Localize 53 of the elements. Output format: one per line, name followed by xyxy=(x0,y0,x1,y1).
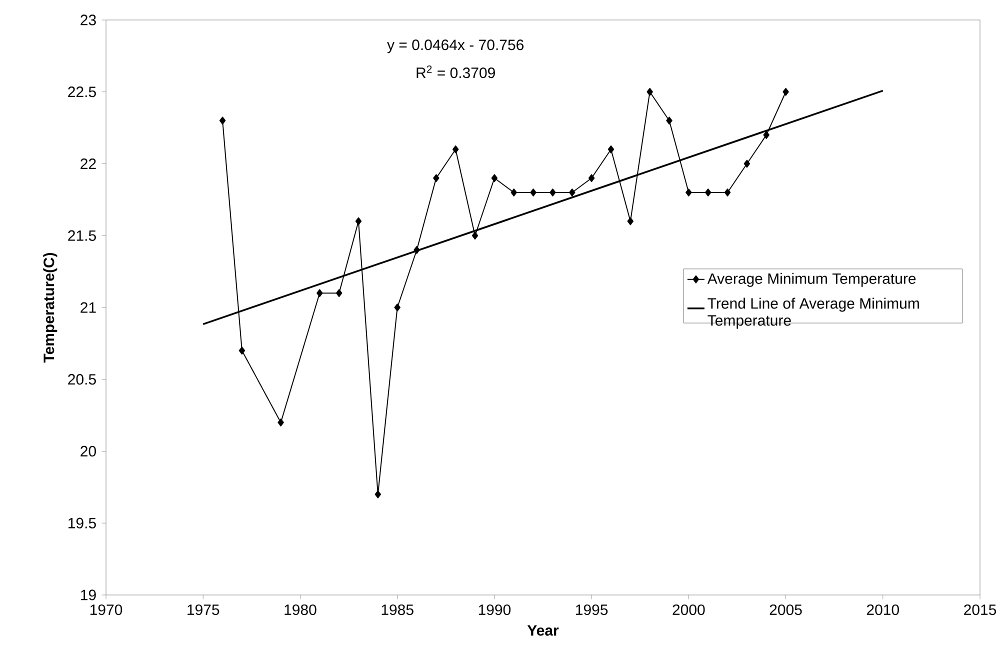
point xyxy=(472,232,478,240)
point xyxy=(452,145,459,154)
point xyxy=(219,116,226,125)
point xyxy=(686,188,692,196)
point xyxy=(491,174,498,182)
point xyxy=(550,188,556,196)
y-tick-label: 21 xyxy=(80,302,96,313)
x-axis-title: Year xyxy=(527,625,559,636)
point xyxy=(724,188,731,196)
y-axis-title: Temperature(C) xyxy=(43,252,58,363)
y-tick-label: 21.5 xyxy=(68,230,96,241)
x-tick-label: 1980 xyxy=(284,604,316,616)
y-tick-label: 19.5 xyxy=(68,518,96,528)
y-tick-label: 20 xyxy=(80,446,96,457)
point xyxy=(704,188,712,196)
point xyxy=(666,116,672,125)
y-tick-label: 20.5 xyxy=(68,374,96,385)
x-tick-label: 1995 xyxy=(576,604,608,616)
x-tick-label: 1985 xyxy=(382,604,414,616)
y-tick-label: 19 xyxy=(81,590,96,600)
point xyxy=(394,303,400,312)
legend-label: Trend Line of Average Minimum Temperature xyxy=(708,298,919,329)
legend-label: Average Minimum Temperature xyxy=(707,272,916,287)
x-tick-label: 1970 xyxy=(90,604,122,616)
point xyxy=(238,346,246,355)
point xyxy=(278,418,284,426)
x-tick-label: 2005 xyxy=(770,604,802,616)
point xyxy=(608,145,614,154)
point xyxy=(530,188,536,196)
point xyxy=(763,131,770,139)
point xyxy=(569,188,576,196)
annotation: y = 0.0464x - 70.756 xyxy=(387,40,524,54)
y-tick-label: 23 xyxy=(80,14,96,26)
point xyxy=(414,246,420,254)
point xyxy=(782,88,789,96)
point xyxy=(646,88,653,96)
x-tick-label: 2015 xyxy=(964,604,996,616)
point xyxy=(510,188,517,196)
point xyxy=(355,217,362,226)
y-tick-label: 22 xyxy=(80,158,96,169)
x-tick-label: 1975 xyxy=(188,604,220,616)
point xyxy=(588,174,595,182)
x-tick-label: 1990 xyxy=(478,604,511,616)
point xyxy=(744,160,750,168)
point xyxy=(316,289,323,298)
y-tick-label: 22.5 xyxy=(68,86,96,98)
point xyxy=(627,217,634,226)
point xyxy=(374,490,382,498)
x-tick-label: 2000 xyxy=(672,604,705,616)
point xyxy=(336,289,342,298)
annotation: R$^{2}$ = 0.3709 xyxy=(416,65,495,78)
point xyxy=(433,174,440,182)
x-tick-label: 2010 xyxy=(866,604,899,616)
